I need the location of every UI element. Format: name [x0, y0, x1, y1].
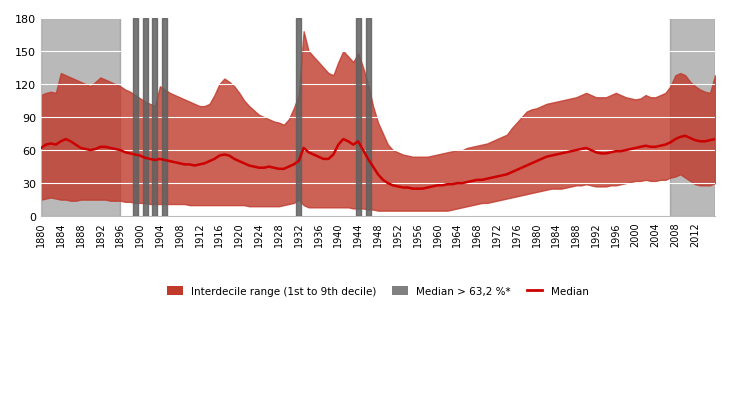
Bar	[142, 19, 147, 217]
Bar	[356, 19, 361, 217]
Bar	[162, 19, 167, 217]
Bar	[133, 19, 138, 217]
Legend: Interdecile range (1st to 9th decile), Median > 63,2 %*, Median: Interdecile range (1st to 9th decile), M…	[164, 282, 593, 300]
Bar	[153, 19, 158, 217]
Bar	[41, 19, 120, 217]
Bar	[296, 19, 301, 217]
Bar	[670, 19, 715, 217]
Bar	[366, 19, 371, 217]
